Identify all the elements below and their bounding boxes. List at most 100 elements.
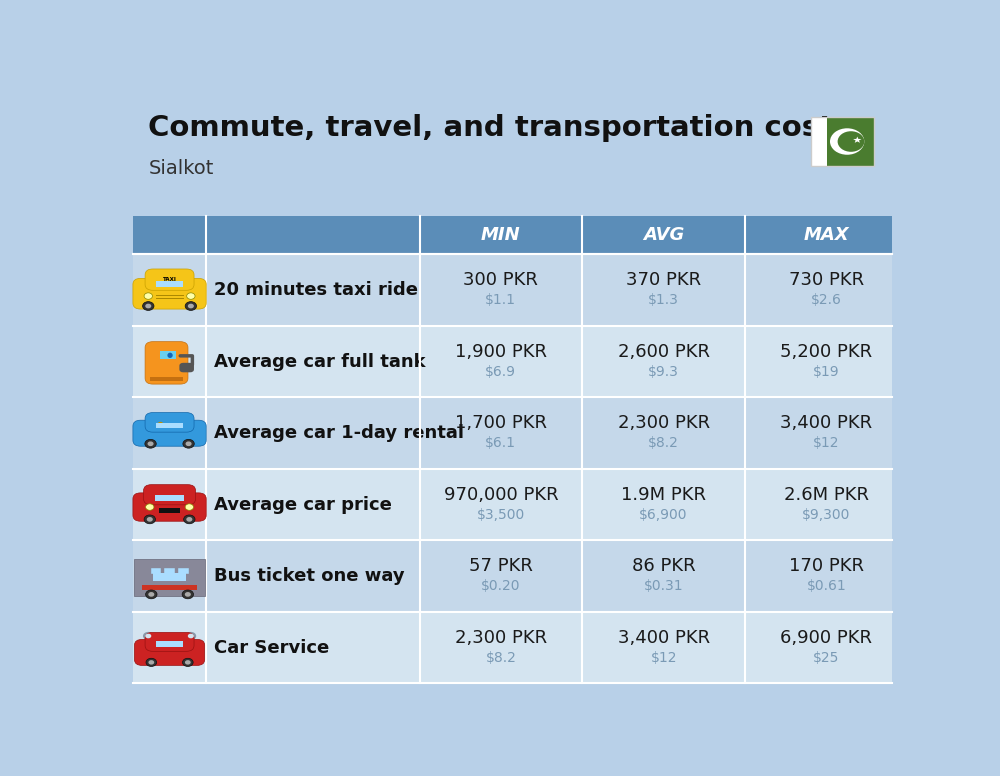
- FancyBboxPatch shape: [827, 117, 874, 166]
- Circle shape: [187, 293, 195, 300]
- Circle shape: [182, 658, 193, 667]
- Text: $6.1: $6.1: [485, 436, 516, 450]
- Text: AVG: AVG: [643, 226, 684, 244]
- Circle shape: [185, 660, 191, 664]
- FancyBboxPatch shape: [134, 639, 205, 665]
- Text: Average car full tank: Average car full tank: [214, 353, 426, 371]
- Circle shape: [184, 515, 195, 524]
- Circle shape: [182, 590, 194, 599]
- FancyBboxPatch shape: [142, 585, 197, 591]
- FancyBboxPatch shape: [150, 377, 183, 381]
- FancyBboxPatch shape: [145, 341, 188, 384]
- Circle shape: [158, 422, 163, 426]
- FancyBboxPatch shape: [156, 641, 183, 646]
- Text: $0.31: $0.31: [644, 579, 683, 593]
- Text: Average car 1-day rental: Average car 1-day rental: [214, 424, 464, 442]
- Text: $1.1: $1.1: [485, 293, 516, 307]
- Circle shape: [155, 420, 165, 428]
- Text: 1,700 PKR: 1,700 PKR: [455, 414, 547, 432]
- Text: $6,900: $6,900: [639, 508, 688, 521]
- Circle shape: [185, 592, 191, 597]
- Circle shape: [148, 442, 154, 446]
- Text: $0.20: $0.20: [481, 579, 521, 593]
- Text: Bus ticket one way: Bus ticket one way: [214, 567, 405, 585]
- Circle shape: [183, 439, 194, 449]
- FancyBboxPatch shape: [133, 397, 892, 469]
- FancyBboxPatch shape: [133, 255, 892, 326]
- FancyBboxPatch shape: [156, 282, 183, 286]
- Text: $8.2: $8.2: [648, 436, 679, 450]
- Circle shape: [146, 658, 157, 667]
- FancyBboxPatch shape: [133, 326, 892, 397]
- FancyBboxPatch shape: [134, 559, 205, 596]
- Text: $8.2: $8.2: [485, 651, 516, 665]
- Text: $9,300: $9,300: [802, 508, 851, 521]
- Circle shape: [185, 302, 197, 310]
- Text: 1,900 PKR: 1,900 PKR: [455, 343, 547, 361]
- FancyBboxPatch shape: [179, 363, 194, 372]
- Circle shape: [186, 632, 196, 640]
- Circle shape: [188, 303, 194, 308]
- Text: 3,400 PKR: 3,400 PKR: [618, 629, 710, 646]
- Text: $0.61: $0.61: [806, 579, 846, 593]
- Circle shape: [146, 590, 157, 599]
- FancyBboxPatch shape: [145, 632, 194, 651]
- Circle shape: [148, 592, 154, 597]
- Circle shape: [143, 632, 154, 640]
- FancyBboxPatch shape: [133, 612, 892, 684]
- FancyBboxPatch shape: [133, 216, 892, 255]
- Text: 20 minutes taxi ride: 20 minutes taxi ride: [214, 281, 418, 300]
- FancyBboxPatch shape: [133, 493, 206, 521]
- Circle shape: [830, 128, 864, 154]
- Circle shape: [145, 303, 151, 308]
- Text: TAXI: TAXI: [163, 277, 176, 282]
- Circle shape: [186, 517, 192, 521]
- Text: $12: $12: [813, 436, 840, 450]
- Text: MAX: MAX: [804, 226, 849, 244]
- Circle shape: [186, 442, 192, 446]
- Circle shape: [148, 660, 154, 664]
- FancyBboxPatch shape: [155, 495, 184, 501]
- Text: $3,500: $3,500: [477, 508, 525, 521]
- FancyBboxPatch shape: [133, 420, 206, 446]
- FancyBboxPatch shape: [145, 413, 194, 432]
- Text: 2,300 PKR: 2,300 PKR: [618, 414, 710, 432]
- Text: $25: $25: [813, 651, 840, 665]
- Text: 730 PKR: 730 PKR: [789, 271, 864, 289]
- Polygon shape: [853, 137, 862, 143]
- Text: 1.9M PKR: 1.9M PKR: [621, 486, 706, 504]
- Text: $2.6: $2.6: [811, 293, 842, 307]
- Text: 170 PKR: 170 PKR: [789, 557, 864, 575]
- Circle shape: [188, 634, 194, 639]
- FancyBboxPatch shape: [144, 485, 196, 505]
- FancyBboxPatch shape: [153, 573, 186, 581]
- Text: ●: ●: [166, 352, 173, 358]
- FancyBboxPatch shape: [151, 568, 161, 574]
- Circle shape: [144, 515, 155, 524]
- Text: $6.9: $6.9: [485, 365, 516, 379]
- FancyBboxPatch shape: [164, 568, 175, 574]
- Circle shape: [147, 517, 153, 521]
- Circle shape: [838, 131, 864, 152]
- Text: 2,600 PKR: 2,600 PKR: [618, 343, 710, 361]
- Text: 2.6M PKR: 2.6M PKR: [784, 486, 869, 504]
- Text: $1.3: $1.3: [648, 293, 679, 307]
- FancyBboxPatch shape: [159, 508, 180, 513]
- FancyBboxPatch shape: [133, 540, 892, 612]
- FancyBboxPatch shape: [133, 469, 892, 540]
- Text: 57 PKR: 57 PKR: [469, 557, 533, 575]
- Text: $9.3: $9.3: [648, 365, 679, 379]
- Text: 970,000 PKR: 970,000 PKR: [444, 486, 558, 504]
- FancyBboxPatch shape: [156, 423, 183, 428]
- Text: Sialkot: Sialkot: [148, 159, 214, 178]
- FancyBboxPatch shape: [145, 269, 194, 290]
- Text: 2,300 PKR: 2,300 PKR: [455, 629, 547, 646]
- Text: 300 PKR: 300 PKR: [463, 271, 538, 289]
- FancyBboxPatch shape: [178, 568, 189, 574]
- Text: $12: $12: [650, 651, 677, 665]
- Text: $19: $19: [813, 365, 840, 379]
- FancyBboxPatch shape: [133, 279, 206, 309]
- Circle shape: [146, 504, 154, 511]
- FancyBboxPatch shape: [811, 117, 827, 166]
- Text: MIN: MIN: [481, 226, 521, 244]
